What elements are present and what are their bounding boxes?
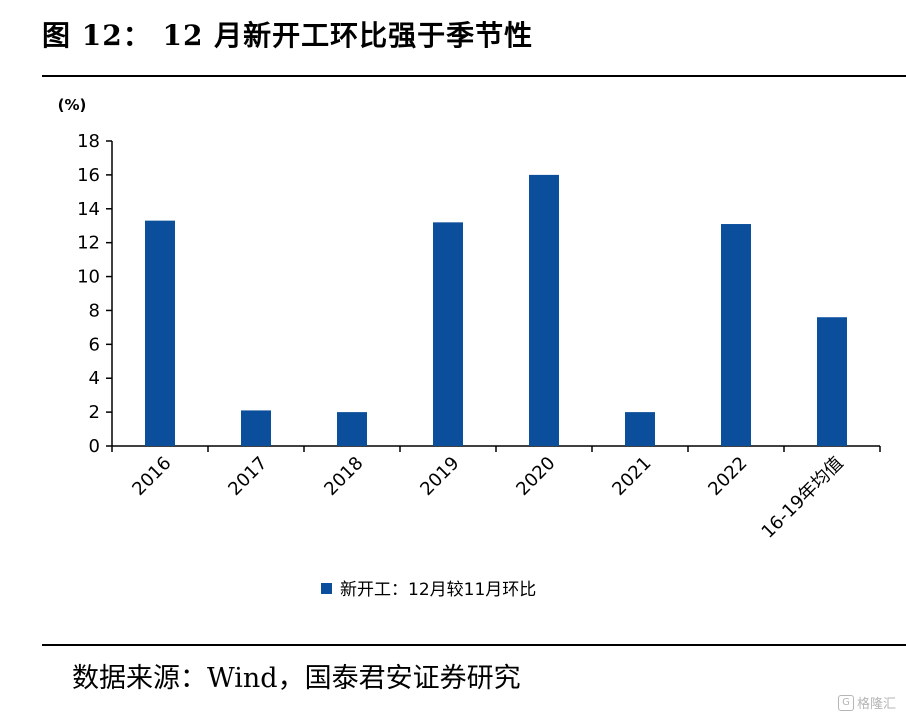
title-rule: [42, 75, 906, 77]
x-tick-label: 2022: [704, 453, 751, 500]
bar-chart: (%) 0 2 4 6 8 10 12 14 16 18 2016 2017 2018 2019 2020 20…: [58, 96, 881, 600]
source-note: 数据来源：Wind，国泰君安证券研究: [72, 663, 521, 694]
x-tick-label: 2020: [512, 453, 559, 500]
bar: [145, 220, 175, 446]
x-tick-label: 2017: [224, 453, 271, 500]
x-tick-label: 16-19年均值: [758, 453, 848, 543]
y-tick-label: 4: [89, 368, 100, 389]
watermark: G 格隆汇: [837, 693, 896, 712]
bar: [337, 412, 367, 446]
watermark-logo-icon: G: [837, 694, 854, 711]
legend-label: 新开工：12月较11月环比: [340, 580, 536, 600]
chart-bars: [145, 174, 847, 446]
y-tick-label: 16: [77, 165, 100, 186]
chart-axes: [106, 140, 881, 452]
y-tick-label: 14: [77, 199, 100, 220]
y-tick-label: 2: [89, 402, 100, 423]
y-tick-label: 18: [77, 131, 100, 152]
chart-legend: 新开工：12月较11月环比: [321, 580, 536, 600]
y-unit-label: (%): [58, 96, 87, 114]
bar: [529, 174, 559, 446]
x-tick-label: 2016: [128, 453, 175, 500]
source-rule: [42, 644, 906, 646]
y-tick-label: 12: [77, 233, 100, 254]
y-tick-label: 8: [89, 300, 100, 321]
bar: [241, 410, 271, 446]
bar: [625, 412, 655, 446]
x-tick-label: 2021: [608, 453, 655, 500]
y-tick-label: 10: [77, 267, 100, 288]
bar: [817, 317, 847, 446]
bar: [433, 222, 463, 446]
y-tick-label: 0: [89, 436, 100, 457]
x-tick-label: 2018: [320, 453, 367, 500]
figure-title: 图 12： 12 月新开工环比强于季节性: [42, 19, 534, 52]
y-tick-label: 6: [89, 334, 100, 355]
bar: [721, 224, 751, 446]
watermark-text: 格隆汇: [856, 697, 896, 712]
x-tick-label: 2019: [416, 453, 463, 500]
legend-swatch: [321, 583, 332, 594]
